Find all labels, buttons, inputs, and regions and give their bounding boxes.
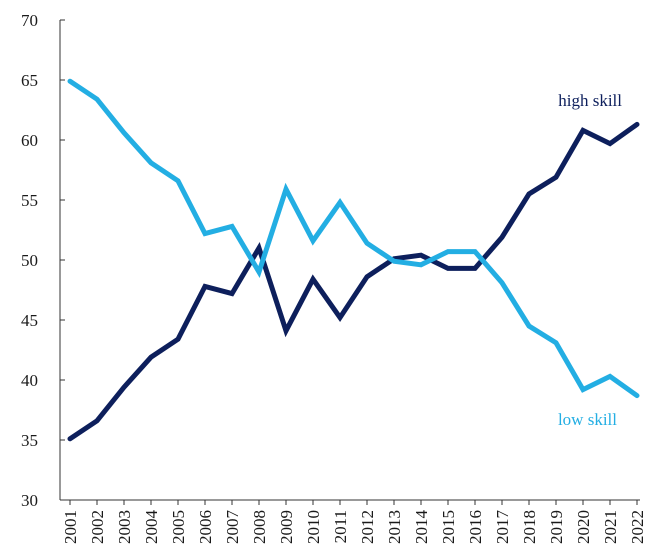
x-tick-label: 2009 [277,510,296,544]
series-lines [67,78,640,442]
x-tick-label: 2015 [439,510,458,544]
y-tick-label: 50 [21,251,38,270]
x-tick-label: 2002 [88,510,107,544]
x-tick-label: 2018 [520,510,539,544]
y-tick-label: 55 [21,191,38,210]
x-tick-label: 2020 [574,510,593,544]
x-tick-label: 2006 [196,510,215,544]
axes: 30 35 40 45 50 55 60 65 70 2001 2002 2003 2004 2005 20… [21,11,647,544]
y-tick-label: 30 [21,491,38,510]
y-tick-label: 70 [21,11,38,30]
x-tick-label: 2010 [304,510,323,544]
x-tick-label: 2011 [331,510,350,543]
series-line-high-skill [67,121,640,442]
x-tick-label: 2017 [493,510,512,545]
x-tick-label: 2016 [466,510,485,544]
x-tick-label: 2012 [358,510,377,544]
y-tick-label: 60 [21,131,38,150]
x-tick-label: 2022 [628,510,647,544]
x-tick-label: 2008 [250,510,269,544]
series-label-high-skill: high skill [558,91,622,110]
x-tick-label: 2014 [412,510,431,545]
series-line-low-skill [67,78,640,399]
x-tick-label: 2004 [142,510,161,545]
series-labels: high skill low skill [558,91,622,429]
y-tick-label: 45 [21,311,38,330]
y-tick-label: 65 [21,71,38,90]
y-tick-label: 40 [21,371,38,390]
x-tick-label: 2003 [115,510,134,544]
x-tick-label: 2013 [385,510,404,544]
x-tick-label: 2019 [547,510,566,544]
x-tick-label: 2001 [61,510,80,544]
x-tick-label: 2007 [223,510,242,545]
x-tick-label: 2005 [169,510,188,544]
y-tick-label: 35 [21,431,38,450]
series-label-low-skill: low skill [558,410,617,429]
x-tick-label: 2021 [601,510,620,544]
